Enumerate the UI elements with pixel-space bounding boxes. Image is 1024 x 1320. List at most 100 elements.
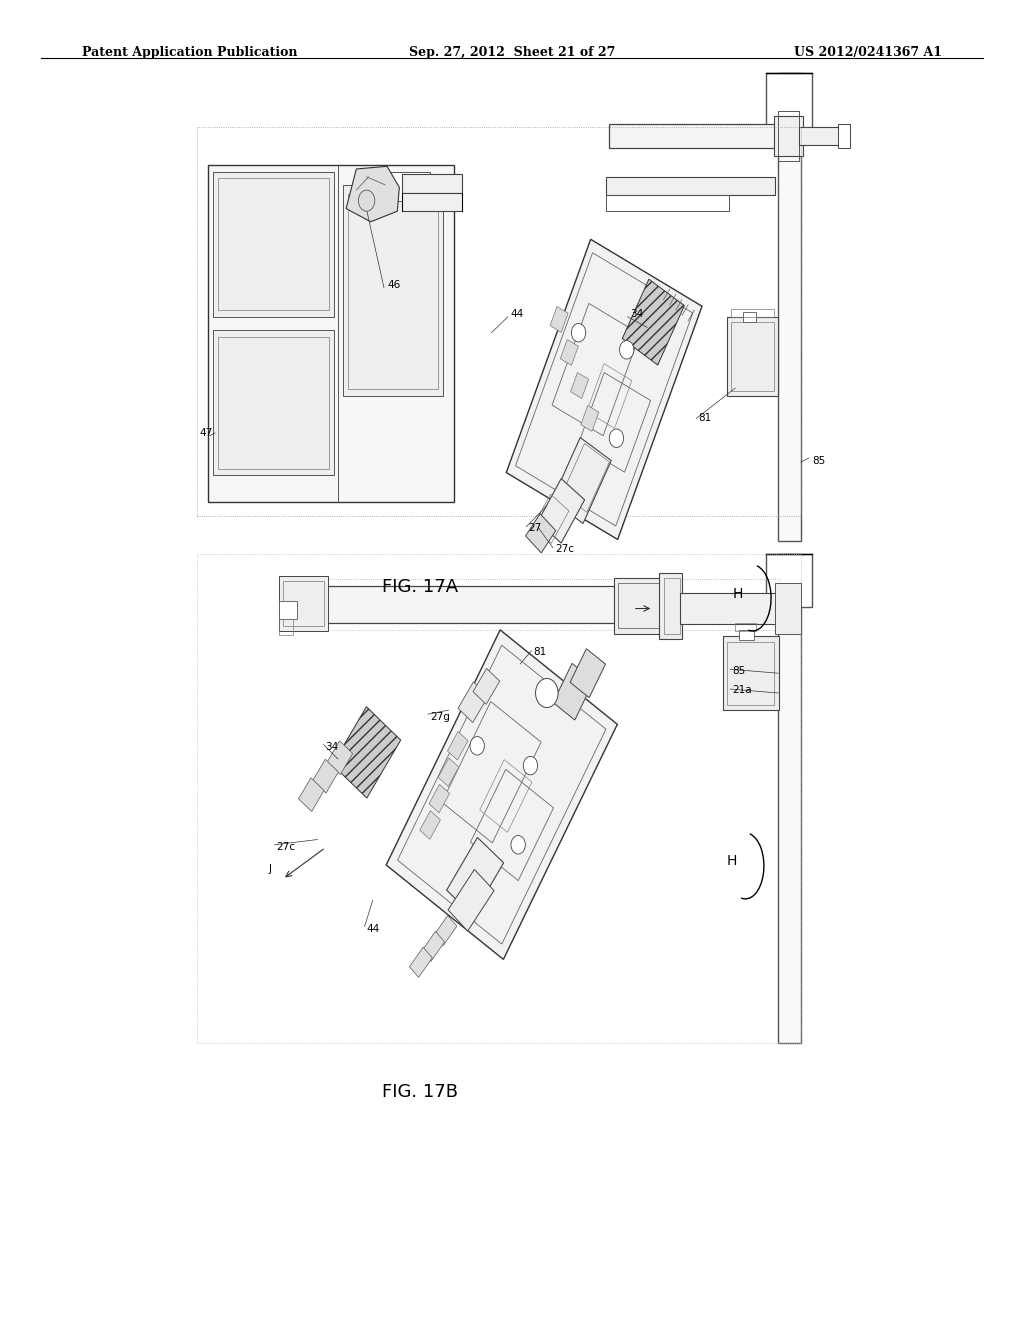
- Bar: [279, 601, 297, 619]
- Text: 81: 81: [534, 647, 547, 657]
- Polygon shape: [449, 870, 494, 931]
- Bar: [723, 636, 779, 710]
- Bar: [283, 586, 621, 623]
- Bar: [343, 185, 443, 396]
- Circle shape: [536, 678, 558, 708]
- Bar: [606, 195, 729, 211]
- Polygon shape: [313, 759, 338, 793]
- Text: 34: 34: [326, 742, 339, 752]
- Bar: [402, 193, 462, 211]
- Text: 85: 85: [812, 455, 825, 466]
- Bar: [799, 127, 840, 145]
- Circle shape: [470, 737, 484, 755]
- Circle shape: [620, 341, 634, 359]
- Text: 44: 44: [367, 924, 380, 935]
- Bar: [664, 578, 680, 634]
- Bar: [279, 619, 293, 635]
- Bar: [778, 73, 801, 541]
- Bar: [778, 111, 799, 161]
- Circle shape: [523, 756, 538, 775]
- Bar: [659, 573, 682, 639]
- Bar: [279, 576, 328, 631]
- Text: 47: 47: [200, 428, 213, 438]
- Polygon shape: [581, 405, 599, 432]
- Bar: [731, 322, 774, 391]
- Bar: [775, 583, 801, 634]
- Polygon shape: [550, 306, 568, 333]
- Circle shape: [511, 836, 525, 854]
- Circle shape: [609, 429, 624, 447]
- Bar: [283, 581, 324, 626]
- Circle shape: [358, 190, 375, 211]
- Polygon shape: [422, 932, 444, 961]
- Polygon shape: [346, 166, 399, 222]
- Bar: [739, 630, 754, 640]
- Polygon shape: [560, 339, 579, 366]
- Bar: [735, 623, 756, 631]
- Polygon shape: [552, 437, 611, 524]
- Text: 27: 27: [528, 523, 542, 533]
- Bar: [778, 554, 801, 1043]
- Bar: [197, 127, 801, 516]
- Bar: [218, 337, 329, 469]
- Text: 27c: 27c: [555, 544, 574, 554]
- Bar: [731, 309, 774, 317]
- Text: 34: 34: [630, 309, 643, 319]
- Text: Patent Application Publication: Patent Application Publication: [82, 46, 297, 59]
- Polygon shape: [458, 682, 488, 722]
- Bar: [614, 578, 664, 634]
- Text: J: J: [268, 863, 271, 874]
- Bar: [213, 172, 334, 317]
- Text: H: H: [727, 854, 737, 867]
- Polygon shape: [333, 706, 400, 799]
- Text: 85: 85: [732, 665, 745, 676]
- Text: 27g: 27g: [430, 711, 450, 722]
- Text: FIG. 17B: FIG. 17B: [382, 1082, 458, 1101]
- Polygon shape: [299, 777, 324, 812]
- Text: 46: 46: [387, 280, 400, 290]
- Bar: [356, 172, 371, 193]
- Text: US 2012/0241367 A1: US 2012/0241367 A1: [794, 46, 942, 59]
- Bar: [774, 116, 803, 156]
- Bar: [618, 583, 659, 628]
- Polygon shape: [447, 731, 468, 760]
- Polygon shape: [434, 916, 457, 945]
- Polygon shape: [525, 513, 556, 553]
- Bar: [743, 312, 756, 322]
- Polygon shape: [570, 372, 589, 399]
- Polygon shape: [420, 810, 440, 840]
- Bar: [279, 579, 780, 630]
- Bar: [218, 178, 329, 310]
- Polygon shape: [473, 668, 500, 705]
- Polygon shape: [506, 239, 702, 540]
- Bar: [402, 174, 462, 193]
- Bar: [606, 177, 775, 195]
- Circle shape: [571, 323, 586, 342]
- Text: 21a: 21a: [732, 685, 752, 696]
- Bar: [367, 172, 430, 201]
- Text: Sep. 27, 2012  Sheet 21 of 27: Sep. 27, 2012 Sheet 21 of 27: [409, 46, 615, 59]
- Polygon shape: [410, 948, 432, 977]
- Text: 81: 81: [698, 413, 712, 424]
- Text: 44: 44: [510, 309, 523, 319]
- Bar: [213, 330, 334, 475]
- Text: H: H: [732, 587, 742, 601]
- Polygon shape: [446, 837, 504, 916]
- Text: 27c: 27c: [276, 842, 296, 853]
- Polygon shape: [438, 758, 459, 787]
- Bar: [197, 554, 801, 1043]
- Bar: [208, 165, 454, 502]
- Polygon shape: [538, 479, 585, 543]
- Bar: [680, 593, 779, 624]
- Polygon shape: [553, 664, 594, 719]
- Polygon shape: [570, 648, 605, 698]
- Polygon shape: [429, 784, 450, 813]
- Bar: [727, 317, 778, 396]
- Bar: [766, 554, 812, 607]
- Polygon shape: [328, 741, 352, 775]
- Bar: [838, 124, 850, 148]
- Polygon shape: [386, 630, 617, 960]
- Bar: [766, 73, 812, 132]
- Text: FIG. 17A: FIG. 17A: [382, 578, 458, 597]
- Bar: [609, 124, 781, 148]
